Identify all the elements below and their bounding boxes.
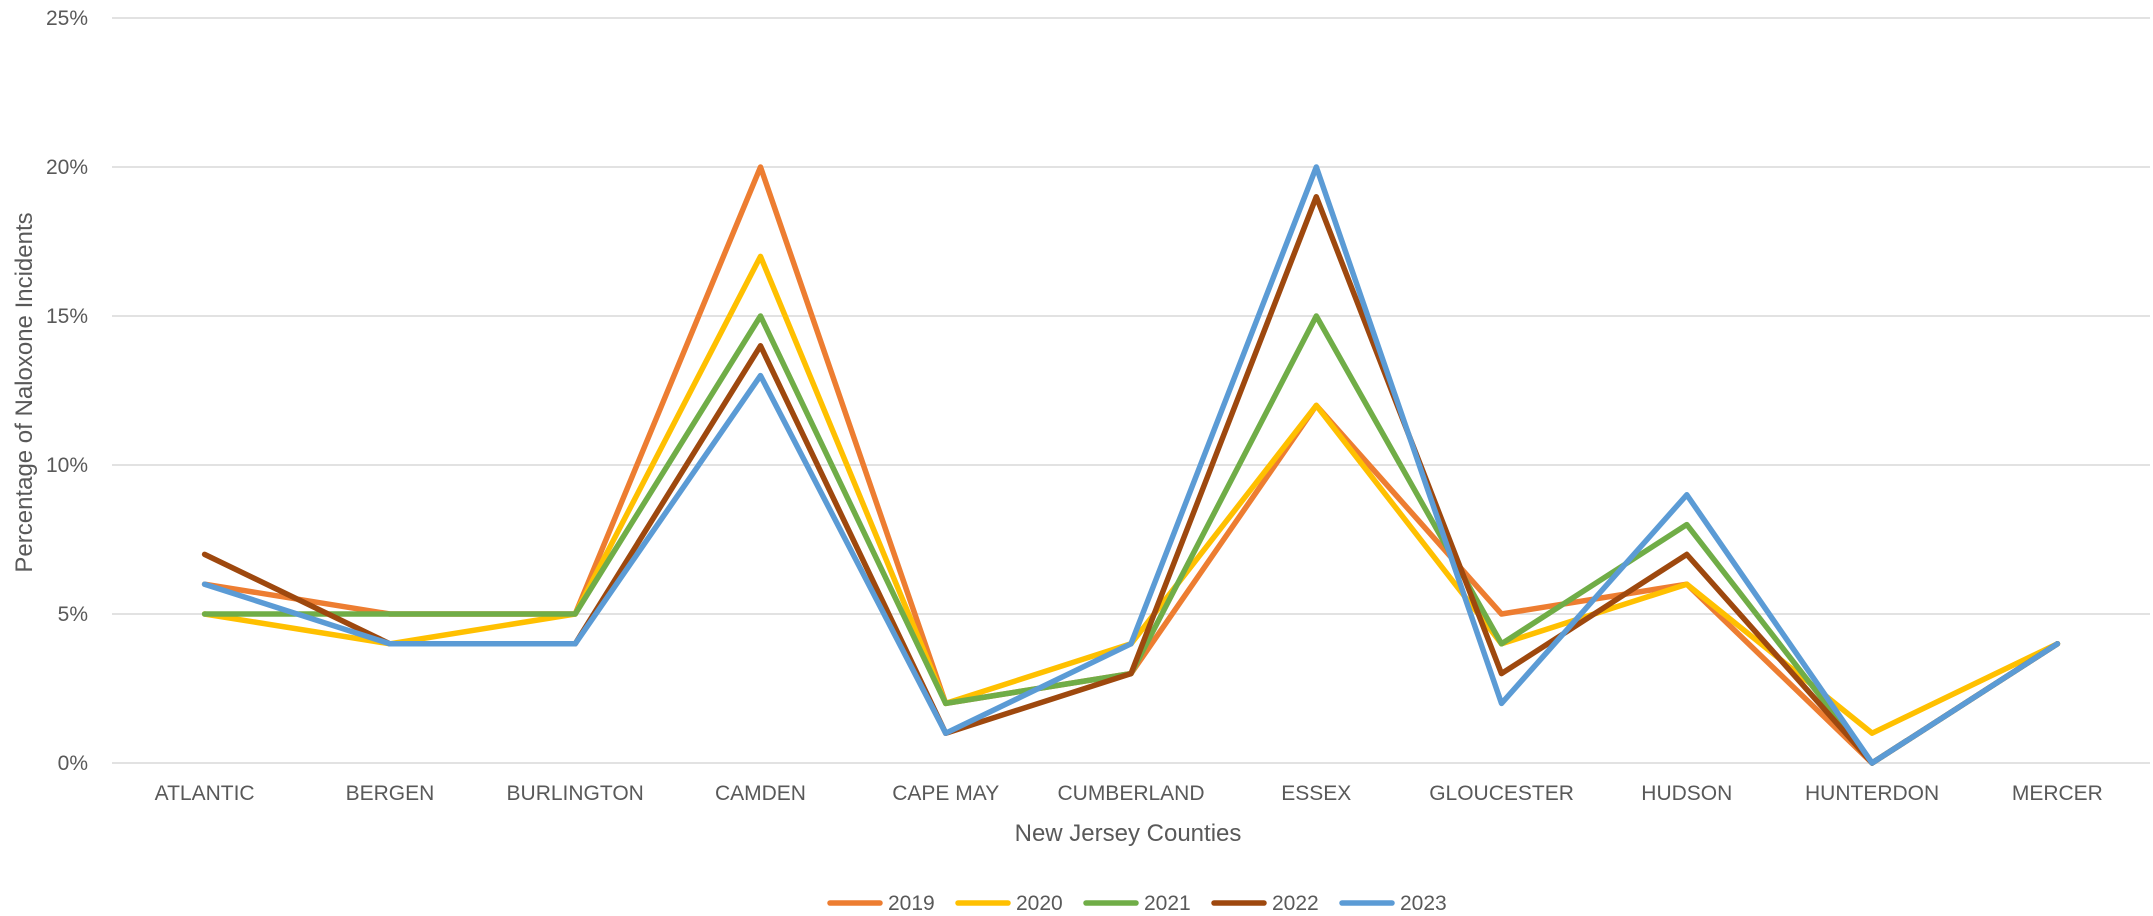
x-tick-label: CAMDEN	[715, 782, 806, 805]
x-tick-label: CAPE MAY	[892, 782, 999, 805]
y-tick-label: 10%	[46, 454, 88, 477]
legend-label: 2022	[1272, 892, 1319, 915]
y-axis-ticks: 0% 5% 10% 15% 20% 25%	[46, 7, 88, 775]
series-lines	[201, 164, 2061, 766]
x-tick-label: CUMBERLAND	[1057, 782, 1204, 805]
legend-item-2023: 2023	[1339, 892, 1447, 915]
x-tick-label: ATLANTIC	[155, 782, 255, 805]
series-line-2021	[201, 313, 2061, 766]
x-tick-label: MERCER	[2012, 782, 2103, 805]
y-tick-label: 20%	[46, 156, 88, 179]
x-axis-ticks: ATLANTIC BERGEN BURLINGTON CAMDEN CAPE MAY CU…	[155, 782, 2103, 805]
x-axis-title: New Jersey Counties	[1015, 820, 1242, 847]
legend-item-2019: 2019	[827, 892, 935, 915]
y-tick-label: 0%	[58, 752, 88, 775]
legend-label: 2020	[1016, 892, 1063, 915]
y-tick-label: 5%	[58, 603, 88, 626]
legend-item-2020: 2020	[955, 892, 1063, 915]
x-tick-label: BURLINGTON	[507, 782, 644, 805]
x-tick-label: GLOUCESTER	[1429, 782, 1574, 805]
legend-item-2022: 2022	[1211, 892, 1319, 915]
legend: 2019 2020 2021 2022 2023	[827, 892, 1447, 915]
series-line-2022	[201, 194, 2061, 766]
legend-label: 2023	[1400, 892, 1447, 915]
series-line-2023	[201, 164, 2061, 766]
legend-label: 2021	[1144, 892, 1191, 915]
legend-label: 2019	[888, 892, 935, 915]
y-tick-label: 15%	[46, 305, 88, 328]
legend-item-2021: 2021	[1083, 892, 1191, 915]
x-tick-label: BERGEN	[346, 782, 435, 805]
x-tick-label: ESSEX	[1281, 782, 1351, 805]
x-tick-label: HUDSON	[1641, 782, 1732, 805]
y-axis-title: Percentage of Naloxone Incidents	[11, 212, 38, 572]
x-tick-label: HUNTERDON	[1805, 782, 1939, 805]
y-tick-label: 25%	[46, 7, 88, 30]
gridlines	[112, 17, 2150, 764]
